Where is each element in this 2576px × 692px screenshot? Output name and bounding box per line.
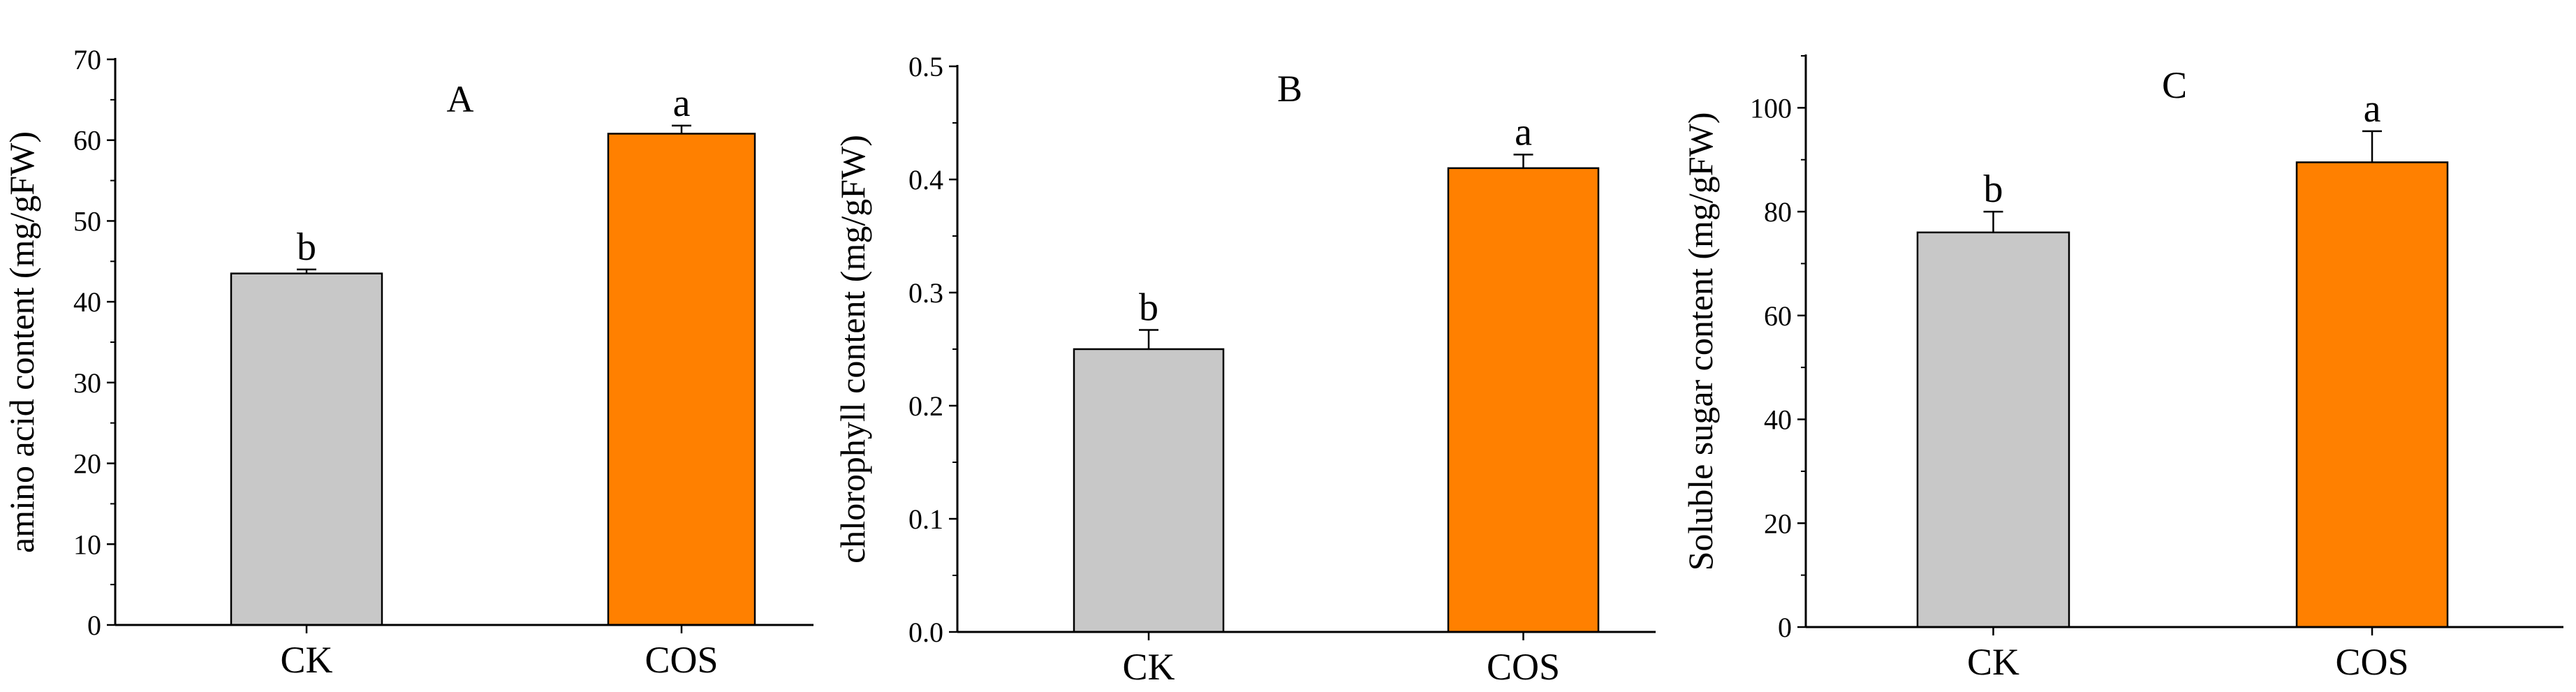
y-tick-label: 70 <box>73 44 101 75</box>
y-tick-label: 0.3 <box>908 277 943 309</box>
y-axis-label: amino acid content (mg/gFW) <box>2 131 41 553</box>
y-tick-label: 40 <box>1764 404 1792 436</box>
chart-panel-a: b CK a COS 0 10 20 30 40 50 60 70 amino acid content… <box>2 44 814 681</box>
x-tick-label: CK <box>280 639 332 681</box>
y-tick-label: 30 <box>73 367 101 399</box>
y-tick-label: 10 <box>73 529 101 560</box>
chart-panel-b: b CK a COS 0.0 0.1 0.2 0.3 0.4 0.5 chlorophyll con… <box>833 51 1656 688</box>
y-tick-label: 0 <box>1778 612 1792 643</box>
y-tick-label: 20 <box>73 448 101 480</box>
significance-label: b <box>1139 286 1158 329</box>
y-tick-label: 0.5 <box>908 51 943 82</box>
y-tick-label: 80 <box>1764 196 1792 228</box>
y-tick-label: 100 <box>1750 92 1792 124</box>
bar-cos <box>2295 161 2449 628</box>
x-tick-label: COS <box>645 639 718 681</box>
y-axis-label: chlorophyll content (mg/gFW) <box>833 135 872 564</box>
x-tick-label: CK <box>1967 641 2019 683</box>
significance-label: a <box>2364 87 2381 131</box>
bar-ck <box>230 272 383 626</box>
chart-panel-c: b CK a COS 0 20 40 60 80 100 Soluble sugar content… <box>1681 54 2563 683</box>
y-tick-label: 0.4 <box>908 164 943 196</box>
y-tick-label: 20 <box>1764 508 1792 539</box>
bar-cos <box>607 133 756 626</box>
y-tick-label: 60 <box>73 125 101 156</box>
y-tick-label: 0.2 <box>908 390 943 422</box>
significance-label: b <box>1984 168 2003 211</box>
y-tick-label: 40 <box>73 286 101 318</box>
bar-ck <box>1916 231 2070 628</box>
panel-label: C <box>2162 64 2187 106</box>
x-tick-label: COS <box>1487 646 1560 688</box>
significance-label: a <box>673 82 691 125</box>
significance-label: b <box>297 226 316 269</box>
y-tick-label: 60 <box>1764 300 1792 332</box>
panel-label: B <box>1277 68 1302 110</box>
x-tick-label: COS <box>2335 641 2408 683</box>
y-tick-label: 0.1 <box>908 503 943 535</box>
significance-label: a <box>1515 110 1532 154</box>
y-axis-label: Soluble sugar content (mg/gFW) <box>1681 112 1720 571</box>
bar-cos <box>1447 167 1600 633</box>
y-tick-label: 0 <box>87 610 101 641</box>
bar-ck <box>1073 348 1225 633</box>
x-tick-label: CK <box>1122 646 1175 688</box>
panel-label: A <box>447 78 474 120</box>
y-tick-label: 0.0 <box>908 617 943 648</box>
y-tick-label: 50 <box>73 205 101 237</box>
